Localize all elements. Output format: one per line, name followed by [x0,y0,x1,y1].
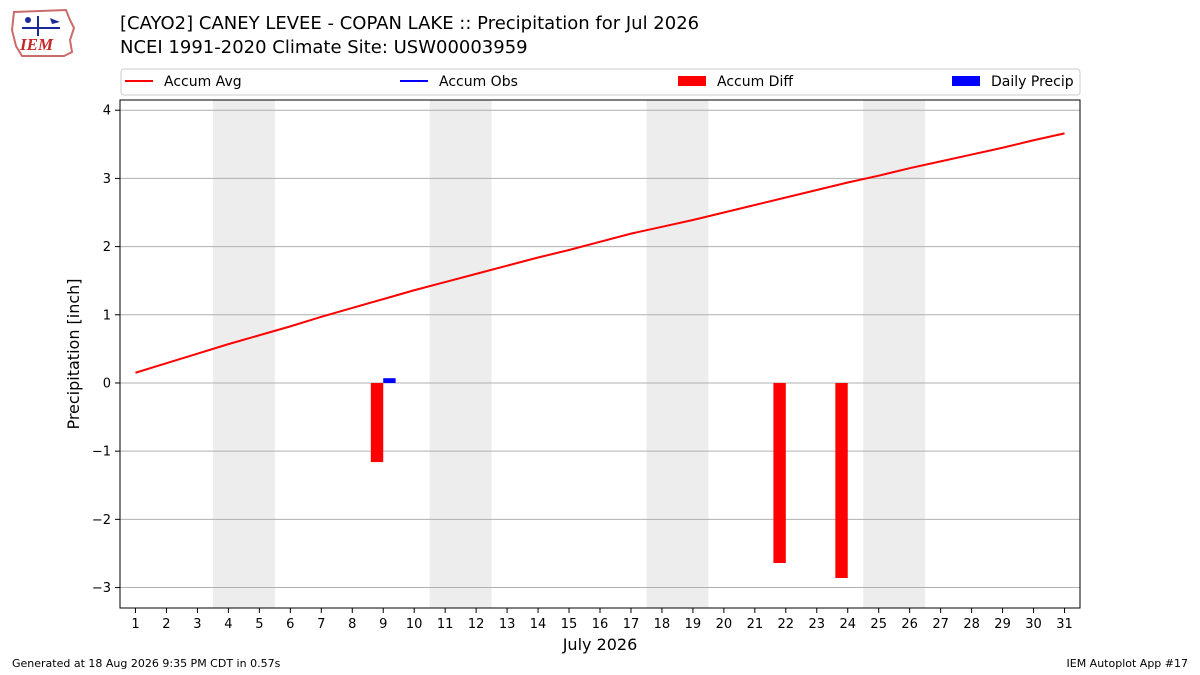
x-tick-label-22: 22 [778,617,795,632]
y-tick-label-1: 1 [103,308,111,323]
logo-text: IEM [19,35,54,54]
iem-logo: IEM [8,6,82,60]
x-tick-label-31: 31 [1056,617,1073,632]
x-axis-label: July 2026 [562,635,638,654]
x-tick-label-12: 12 [468,617,485,632]
x-tick-label-3: 3 [193,617,201,632]
legend-label-accum-avg: Accum Avg [164,74,242,90]
x-tick-label-8: 8 [348,617,356,632]
y-tick-label--2: −2 [92,513,111,528]
legend-swatch-daily-precip [952,76,980,86]
daily-precip-bar-9 [383,378,396,383]
app-credit: IEM Autoplot App #17 [1066,657,1189,670]
generated-timestamp: Generated at 18 Aug 2026 9:35 PM CDT in … [12,657,281,670]
x-tick-label-27: 27 [932,617,949,632]
x-tick-label-10: 10 [406,617,423,632]
x-tick-label-7: 7 [317,617,325,632]
chart-title: [CAYO2] CANEY LEVEE - COPAN LAKE :: Prec… [120,13,700,34]
x-tick-label-26: 26 [901,617,918,632]
x-tick-label-17: 17 [623,617,640,632]
legend-label-accum-diff: Accum Diff [717,74,793,90]
x-tick-label-13: 13 [499,617,516,632]
weekend-band-1 [429,100,492,608]
x-tick-label-18: 18 [654,617,671,632]
x-tick-label-19: 19 [685,617,702,632]
x-tick-label-28: 28 [963,617,980,632]
x-tick-label-23: 23 [809,617,826,632]
x-tick-label-16: 16 [592,617,609,632]
legend-label-daily-precip: Daily Precip [991,74,1074,90]
x-tick-label-2: 2 [162,617,170,632]
y-tick-label--3: −3 [92,581,111,596]
accum-diff-bar-9 [370,382,384,463]
y-axis-label: Precipitation [inch] [64,278,83,429]
x-tick-label-9: 9 [379,617,387,632]
x-tick-label-14: 14 [530,617,547,632]
y-tick-label-0: 0 [103,376,111,391]
x-tick-label-11: 11 [437,617,454,632]
weekend-band-3 [863,100,926,608]
legend-swatch-accum-diff [678,76,706,86]
y-tick-label-2: 2 [103,240,111,255]
x-tick-label-20: 20 [716,617,733,632]
x-tick-label-4: 4 [224,617,232,632]
y-tick-label--1: −1 [92,445,111,460]
chart-subtitle: NCEI 1991-2020 Climate Site: USW00003959 [120,37,528,58]
x-tick-label-1: 1 [131,617,139,632]
accum-diff-bar-24 [835,382,848,578]
plot-frame [119,99,1081,609]
accum-diff-bar-22 [773,382,786,563]
y-tick-label-3: 3 [103,172,111,187]
legend-box [120,68,1081,96]
weekend-band-2 [646,100,709,608]
x-tick-label-30: 30 [1025,617,1042,632]
x-tick-label-21: 21 [747,617,764,632]
x-tick-label-24: 24 [839,617,856,632]
x-tick-label-25: 25 [870,617,887,632]
x-tick-label-29: 29 [994,617,1011,632]
weekend-band-0 [212,100,275,608]
legend-label-accum-obs: Accum Obs [439,74,518,90]
x-tick-label-5: 5 [255,617,263,632]
y-tick-label-4: 4 [103,104,111,119]
x-tick-label-15: 15 [561,617,578,632]
x-tick-label-6: 6 [286,617,294,632]
